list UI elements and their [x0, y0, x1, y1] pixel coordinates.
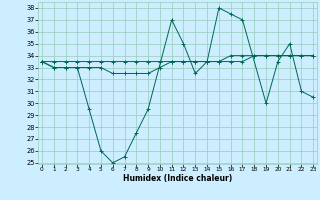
X-axis label: Humidex (Indice chaleur): Humidex (Indice chaleur)	[123, 174, 232, 183]
